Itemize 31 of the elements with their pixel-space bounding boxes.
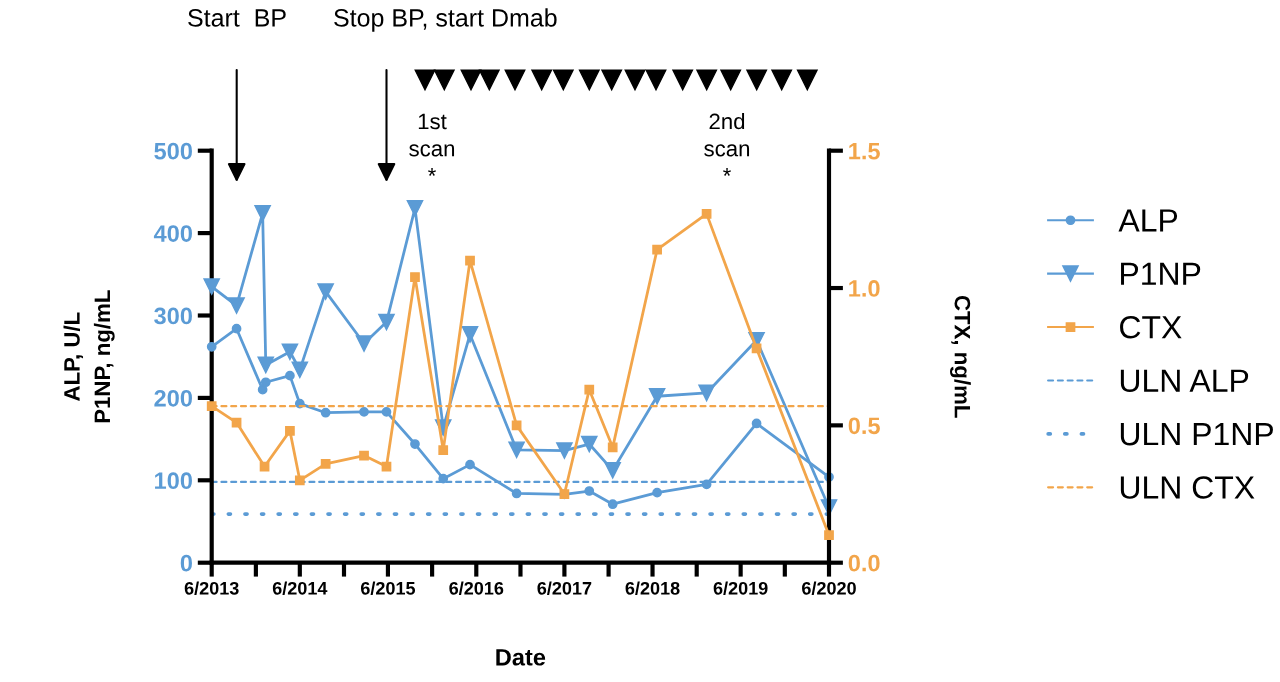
annotation: 1st scan *	[409, 113, 455, 176]
y-tick-label: 0	[180, 554, 192, 572]
legend-label: P1NP	[1121, 262, 1201, 285]
text: Stop BP, start Dmab	[334, 8, 557, 32]
y-tick-label: 500	[154, 142, 192, 160]
legend-label: ULN P1NP	[1120, 423, 1273, 446]
x-tick-label: 6/2016	[449, 581, 504, 595]
y2-tick-label: 0.5	[848, 417, 880, 435]
y2-tick-label: 1.0	[849, 280, 880, 297]
legend-label: CTX	[1120, 315, 1182, 339]
x-tick-label: 6/2015	[360, 581, 416, 595]
legend-label: ULN ALP	[1120, 369, 1249, 392]
x-axis-title: Date	[496, 649, 546, 666]
x-tick-label: 6/2017	[537, 581, 592, 595]
y-axis-title: ALP, U/L P1NP, ng/mL	[63, 290, 115, 423]
legend-label: ALP	[1118, 209, 1178, 232]
x-tick-label: 6/2014	[272, 581, 328, 595]
x-tick-label: 6/2020	[802, 581, 856, 595]
legend-label: ULN CTX	[1120, 476, 1255, 499]
text: Start BP	[188, 9, 286, 27]
x-tick-label: 6/2013	[184, 581, 239, 595]
annotation: 2nd scan *	[704, 112, 750, 176]
y-tick-label: 400	[153, 225, 192, 242]
y2-tick-label: 1.5	[849, 143, 880, 160]
y-tick-label: 200	[154, 389, 192, 407]
y-tick-label: 100	[155, 472, 192, 490]
x-tick-label: 6/2018	[625, 581, 680, 595]
y2-axis-title: CTX, ng/mL	[950, 295, 971, 418]
x-tick-label: 6/2019	[713, 581, 768, 595]
y-tick-label: 300	[154, 307, 192, 325]
y2-tick-label: 0.0	[848, 554, 880, 572]
